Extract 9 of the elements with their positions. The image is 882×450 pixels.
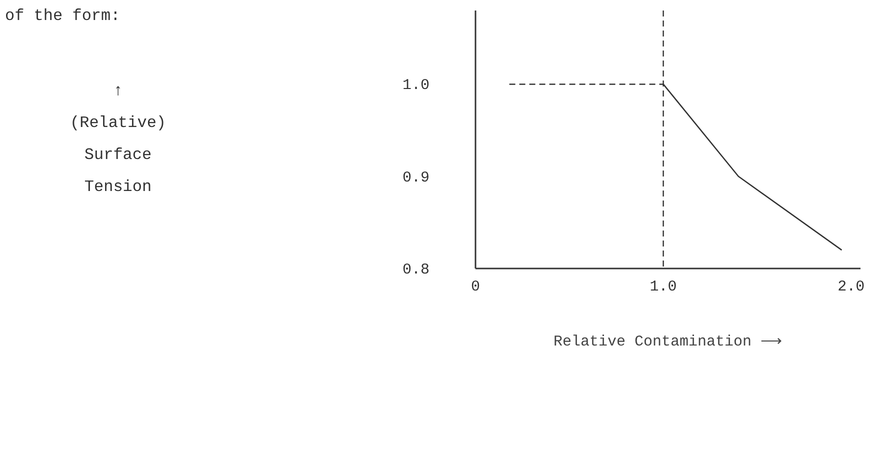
x-tick-label: 1.0 (650, 278, 677, 296)
y-tick-label: 1.0 (402, 77, 430, 94)
x-tick-label: 2.0 (838, 278, 865, 296)
x-tick-label: 0 (471, 278, 480, 296)
y-tick-label: 0.8 (402, 262, 430, 278)
y-tick-label: 0.9 (402, 169, 430, 186)
x-axis-title: Relative Contamination ⟶ (553, 334, 783, 350)
text: of the form: (5, 6, 120, 27)
text: ↑ (Relative) Surface Tension (70, 81, 166, 198)
